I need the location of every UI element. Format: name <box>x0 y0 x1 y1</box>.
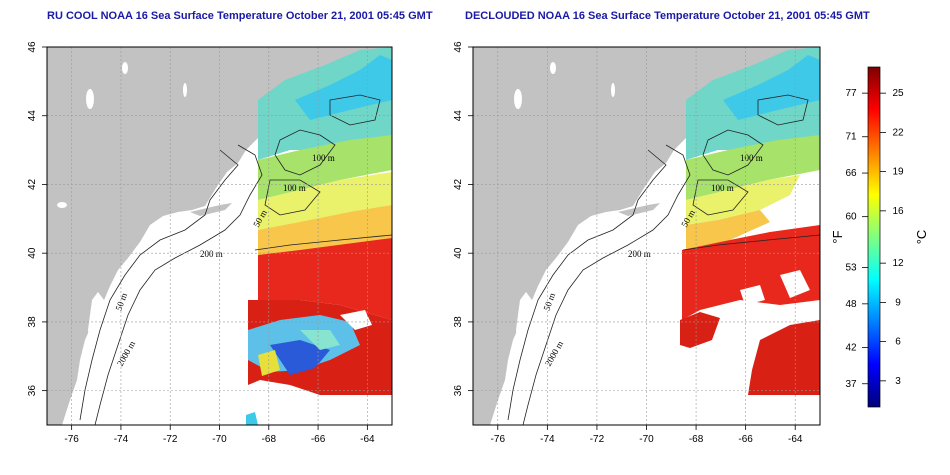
lat-tick-label: 40 <box>27 247 38 259</box>
colorbar: 77 71 66 60 53 48 42 37 25 22 19 16 12 9 6 3 °F °C <box>830 66 929 408</box>
fahrenheit-tick-label: 53 <box>845 263 857 274</box>
fahrenheit-tick-label: 42 <box>845 342 857 353</box>
lon-tick-label: -70 <box>212 434 227 445</box>
lon-tick-label: -72 <box>163 434 178 445</box>
fahrenheit-tick-label: 77 <box>845 88 857 99</box>
sst-swath-raw <box>246 47 392 425</box>
fahrenheit-tick-label: 37 <box>845 379 857 390</box>
map-panel-raw: 100 m 100 m 50 m 200 m 50 m 2000 m <box>47 47 392 425</box>
map-frame <box>46 46 393 426</box>
celsius-tick-label: 19 <box>892 167 904 178</box>
lon-tick-label: -66 <box>738 434 753 445</box>
celsius-tick-label: 25 <box>892 88 904 99</box>
lat-tick-label: 36 <box>27 385 38 397</box>
lat-tick-label: 46 <box>27 41 38 53</box>
celsius-tick-label: 16 <box>892 206 904 217</box>
celsius-tick-label: 3 <box>895 376 901 387</box>
isobaths-declouded <box>507 94 820 425</box>
isobaths-raw <box>79 94 392 425</box>
isobath-label: 100 m <box>312 153 335 163</box>
lat-tick-label: 44 <box>27 110 38 122</box>
lat-tick-label: 42 <box>27 178 38 190</box>
lon-tick-label: -76 <box>491 434 506 445</box>
celsius-tick-label: 6 <box>895 337 901 348</box>
map-axes: -76 -74 -72 -70 -68 -66 -64 46 44 42 40 38 36 <box>27 41 393 445</box>
map-frame <box>472 46 821 426</box>
lon-tick-label: -64 <box>360 434 375 445</box>
fahrenheit-tick-label: 48 <box>845 299 857 310</box>
sst-swath-declouded <box>680 47 820 395</box>
map-title-declouded: DECLOUDED NOAA 16 Sea Surface Temperatur… <box>465 10 870 22</box>
lat-tick-label: 44 <box>453 110 464 122</box>
lon-tick-label: -64 <box>788 434 803 445</box>
celsius-tick-label: 12 <box>892 258 904 269</box>
isobath-label: 100 m <box>283 183 306 193</box>
celsius-tick-label: 22 <box>892 127 904 138</box>
map-axes: -76 -74 -72 -70 -68 -66 -64 46 44 42 40 38 36 <box>453 41 821 445</box>
lon-tick-label: -68 <box>262 434 277 445</box>
lat-tick-label: 36 <box>453 385 464 397</box>
isobath-label: 200 m <box>628 249 651 259</box>
lat-tick-label: 46 <box>453 41 464 53</box>
land-mass <box>47 47 392 425</box>
celsius-label: °C <box>914 230 929 245</box>
fahrenheit-tick-label: 71 <box>845 132 857 143</box>
fahrenheit-label: °F <box>830 230 845 243</box>
lat-tick-label: 38 <box>27 316 38 328</box>
lon-tick-label: -74 <box>114 434 129 445</box>
land-mass <box>473 47 820 425</box>
lat-tick-label: 40 <box>453 247 464 259</box>
lat-tick-label: 42 <box>453 178 464 190</box>
colorbar-ticks: 77 71 66 60 53 48 42 37 25 22 19 16 12 9 6 3 <box>845 88 904 390</box>
lat-tick-label: 38 <box>453 316 464 328</box>
fahrenheit-tick-label: 66 <box>845 168 857 179</box>
celsius-tick-label: 9 <box>895 297 901 308</box>
lon-tick-label: -74 <box>540 434 555 445</box>
colorbar-scale <box>867 66 881 408</box>
fahrenheit-tick-label: 60 <box>845 212 857 223</box>
isobath-label: 100 m <box>740 153 763 163</box>
map-title-raw: RU COOL NOAA 16 Sea Surface Temperature … <box>47 10 433 22</box>
lon-tick-label: -70 <box>639 434 654 445</box>
isobath-label: 100 m <box>711 183 734 193</box>
lon-tick-label: -66 <box>311 434 326 445</box>
lon-tick-label: -72 <box>590 434 605 445</box>
isobath-label: 200 m <box>200 249 223 259</box>
lon-tick-label: -76 <box>64 434 79 445</box>
lon-tick-label: -68 <box>689 434 704 445</box>
